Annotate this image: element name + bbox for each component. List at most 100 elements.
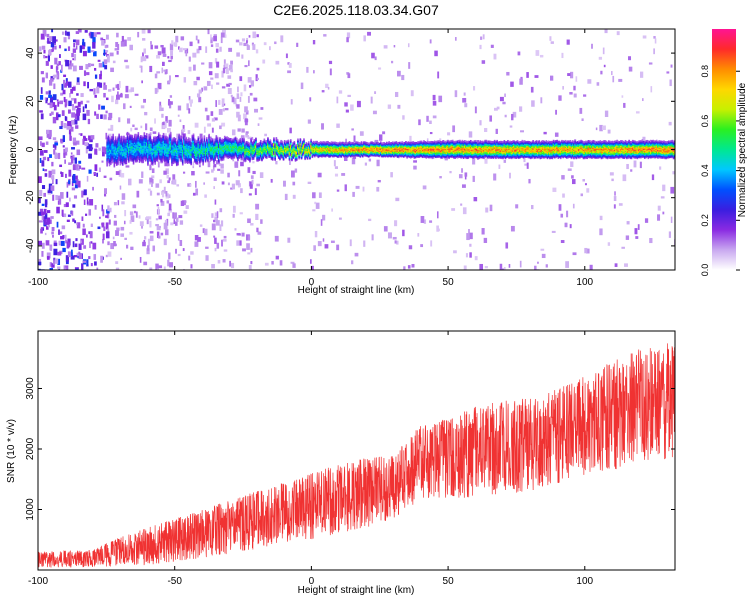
spectrogram-ridge-cell: [159, 134, 161, 137]
spectrogram-noise-cell: [252, 44, 256, 50]
spectrogram-ridge-cell: [178, 139, 180, 142]
spectrogram-ridge-cell: [226, 142, 228, 145]
spectrogram-ridge-cell: [238, 151, 240, 153]
spectrogram-ridge-cell: [161, 156, 164, 159]
spectrogram-ridge-cell: [240, 143, 243, 145]
spectrogram-noise-cell: [60, 64, 63, 72]
spectrogram-ridge-cell: [117, 159, 119, 162]
spectrogram-noise-cell: [66, 80, 68, 86]
spectrogram-noise-cell: [493, 53, 497, 60]
spectrogram-ridge-cell: [112, 139, 114, 141]
spectrogram-ridge-cell: [222, 142, 225, 145]
spectrogram-ridge-cell: [211, 143, 214, 146]
spectrogram-noise-cell: [240, 92, 243, 97]
spectrogram-ridge-cell: [120, 146, 123, 149]
spectrogram-ridge-cell: [130, 146, 132, 149]
spectrogram-ridge-cell: [177, 160, 179, 162]
spectrogram-ridge-cell: [142, 156, 144, 158]
spectrogram-ridge-cell: [183, 147, 185, 150]
spectrogram-noise-cell: [216, 82, 220, 85]
spectrogram-ridge-cell: [197, 151, 200, 154]
spectrogram-ridge-cell: [193, 144, 196, 146]
spectrogram-noise-cell: [221, 98, 225, 105]
spectrogram-ridge-cell: [137, 142, 140, 145]
spectrogram-noise-cell: [204, 228, 208, 236]
spectrogram-noise-cell: [48, 36, 53, 42]
spectrogram-ridge-cell: [156, 136, 159, 138]
spectrogram-ridge-cell: [193, 152, 196, 154]
spectrogram-ridge-cell: [186, 146, 189, 148]
spectrogram-noise-cell: [61, 225, 66, 230]
spectrogram-ridge-cell: [109, 162, 112, 164]
spectrogram-noise-cell: [105, 231, 110, 239]
spectrogram-ridge-cell: [130, 159, 132, 162]
spectrogram-ridge-cell: [187, 147, 190, 150]
spectrogram-ridge-cell: [210, 152, 213, 154]
spectrogram-ridge-cell: [151, 152, 154, 154]
spectrogram-ridge-cell: [199, 156, 202, 159]
spectrogram-ridge-cell: [159, 156, 161, 158]
spectrogram-ridge-cell: [241, 138, 244, 141]
spectrogram-ridge-cell: [238, 146, 240, 148]
spectrogram-ridge-cell: [168, 151, 171, 153]
spectrogram-noise-cell: [236, 240, 240, 246]
spectrogram-ridge-cell: [174, 155, 177, 158]
spectrogram-ridge-cell: [244, 156, 246, 159]
spectrogram-ridge-cell: [190, 154, 192, 157]
spectrogram-ridge-cell: [247, 144, 250, 147]
spectrogram-ridge-cell: [138, 156, 141, 158]
spectrogram-ridge-cell: [109, 157, 112, 160]
spectrogram-ridge-cell: [109, 163, 112, 165]
spectrogram-ridge-cell: [126, 153, 129, 155]
spectrogram-noise-cell: [136, 190, 140, 198]
spectrogram-noise-cell: [292, 263, 296, 268]
spectrogram-ridge-cell: [233, 147, 236, 149]
spectrogram-ridge-cell: [169, 154, 172, 156]
spectrogram-noise-cell: [347, 94, 351, 98]
spectrogram-noise-cell: [535, 50, 540, 56]
spectrogram-ridge-cell: [175, 150, 178, 153]
spectrogram-ridge-cell: [221, 151, 224, 154]
spectrogram-ridge-cell: [241, 154, 244, 157]
spectrogram-ridge-cell: [191, 140, 194, 143]
spectrogram-ridge-cell: [177, 145, 179, 148]
spectrogram-ridge-cell: [204, 154, 207, 157]
spectrogram-ridge-cell: [184, 140, 186, 143]
spectrogram-ridge-cell: [232, 152, 234, 155]
spectrogram-ridge-cell: [181, 159, 184, 161]
spectrogram-ridge-cell: [220, 157, 222, 160]
spectrogram-ridge-cell: [173, 160, 176, 163]
spectrogram-noise-cell: [39, 46, 42, 52]
spectrogram-ridge-cell: [189, 139, 191, 141]
spectrogram-ridge-cell: [191, 142, 194, 145]
spectrogram-ridge-cell: [226, 136, 228, 138]
spectrogram-ridge-cell: [151, 162, 154, 165]
spectrogram-ridge-cell: [123, 161, 125, 163]
spectrogram-noise-cell: [508, 172, 512, 179]
spectrogram-noise-cell: [57, 258, 61, 265]
spectrogram-noise-cell: [106, 55, 110, 63]
spectrogram-ridge-cell: [113, 150, 116, 153]
spectrogram-ridge-cell: [125, 138, 128, 141]
spectrogram-noise-cell: [395, 197, 400, 202]
spectrogram-ridge-cell: [163, 154, 166, 157]
spectrogram-ridge-cell: [181, 144, 184, 147]
spectrogram-noise-cell: [218, 99, 221, 105]
spectrogram-ridge-cell: [159, 157, 161, 160]
spectrogram-noise-cell: [41, 213, 44, 221]
spectrogram-noise-cell: [63, 96, 66, 103]
spectrogram-ridge-cell: [169, 145, 172, 148]
spectrogram-noise-cell: [40, 87, 43, 94]
spectrogram-ridge-cell: [244, 154, 246, 156]
spectrogram-noise-cell: [408, 245, 413, 250]
spectrogram-ridge-cell: [226, 155, 228, 158]
spectrogram-noise-cell: [586, 188, 590, 193]
spectrogram-ridge-cell: [153, 154, 155, 157]
spectrogram-ridge-cell: [210, 151, 213, 153]
spectrogram-ridge-cell: [178, 153, 180, 155]
spectrogram-ridge-cell: [106, 141, 108, 144]
spectrogram-ridge-cell: [119, 163, 122, 166]
spectrogram-ridge-cell: [228, 139, 231, 141]
spectrogram-noise-cell: [240, 161, 244, 167]
spectrogram-ridge-cell: [111, 144, 113, 146]
